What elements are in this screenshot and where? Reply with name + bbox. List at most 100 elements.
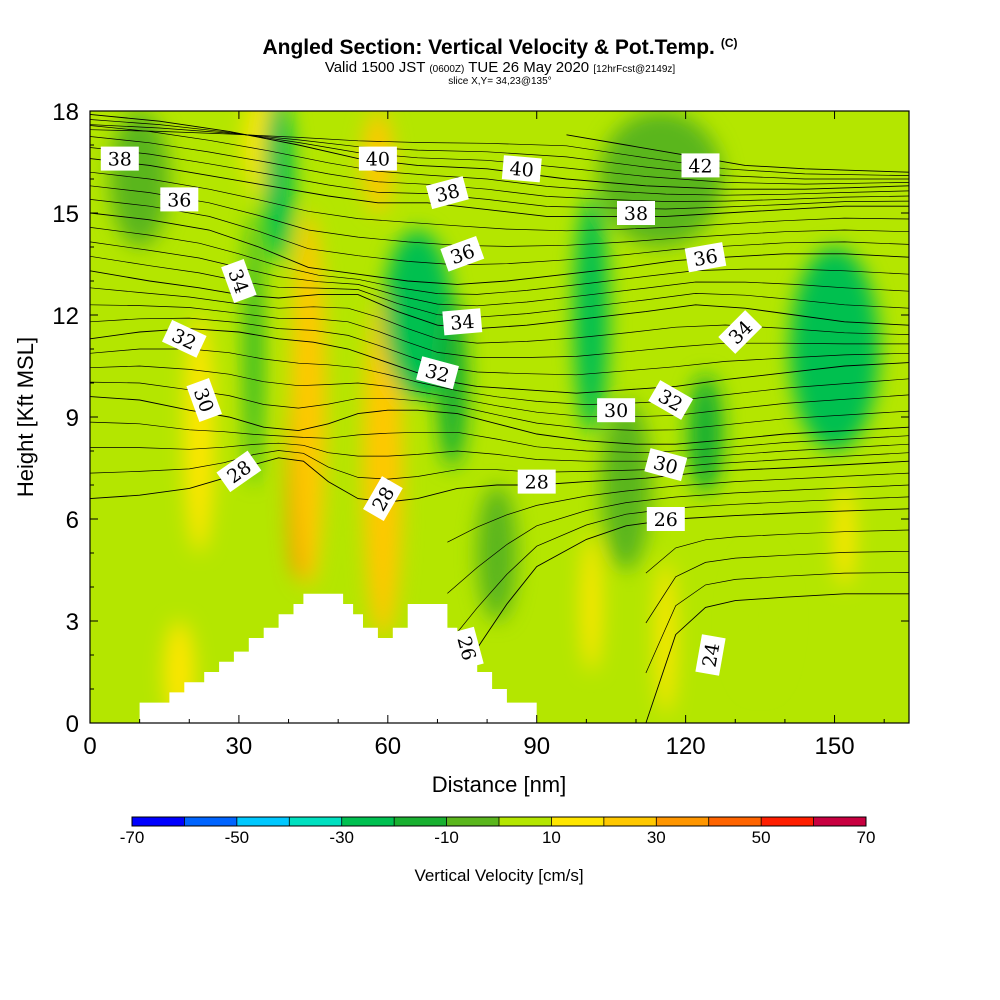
colorbar-bin — [184, 817, 237, 826]
colorbar: -70 -50 -30 -10 10 30 50 70 — [120, 816, 876, 847]
contour-label-30: 30 — [597, 398, 636, 423]
theta-contour-36 — [90, 212, 909, 285]
colorbar-tick-label: -70 — [120, 828, 145, 847]
theta-contour-minor — [90, 287, 909, 344]
contour-label-30: 30 — [644, 448, 688, 482]
contour-label-text: 38 — [108, 149, 132, 171]
contour-label-40: 40 — [358, 146, 397, 171]
y-axis-title: Height [Kft MSL] — [13, 337, 38, 497]
velocity-feature-16 — [598, 111, 723, 247]
x-tick-label: 150 — [815, 733, 855, 760]
colorbar-frame — [131, 816, 867, 827]
colorbar-tick-label: 30 — [647, 828, 666, 847]
colorbar-bin — [394, 817, 447, 826]
theta-contour-minor — [90, 227, 909, 295]
y-tick-label: 9 — [66, 405, 79, 432]
velocity-feature-6 — [184, 315, 215, 553]
colorbar-bin — [813, 817, 866, 826]
colorbar-bin — [708, 817, 762, 826]
terrain-mask — [90, 593, 909, 723]
velocity-feature-21 — [735, 553, 785, 689]
contour-label-text: 26 — [654, 509, 678, 531]
subtitle-valid: Valid 1500 JST — [324, 59, 426, 76]
x-tick-label: 120 — [666, 733, 706, 760]
velocity-feature-15 — [109, 111, 170, 247]
chart-title: Angled Section: Vertical Velocity & Pot.… — [0, 36, 1000, 60]
colorbar-bin — [551, 817, 604, 826]
velocity-feature-18 — [601, 400, 651, 570]
colorbar-tick-label: 70 — [857, 828, 876, 847]
theta-contour-minor — [90, 129, 909, 176]
contour-label-text: 38 — [624, 203, 648, 225]
y-tick-label: 0 — [66, 711, 79, 738]
contour-label-text: 36 — [167, 189, 191, 211]
contour-label-text: 34 — [449, 311, 475, 335]
velocity-feature-22 — [834, 485, 855, 587]
contour-label-36: 36 — [160, 187, 199, 212]
velocity-feature-3 — [363, 298, 403, 638]
contour-label-text: 40 — [366, 149, 390, 171]
colorbar-title: Vertical Velocity [cm/s] — [414, 866, 583, 885]
velocity-feature-19 — [581, 536, 602, 672]
colorbar-bin — [603, 817, 657, 826]
colorbar-tick-label: -30 — [329, 828, 354, 847]
theta-contour-minor — [447, 484, 909, 594]
theta-contour-minor — [90, 124, 909, 180]
theta-contour-minor — [90, 136, 909, 202]
theta-contour-40 — [90, 113, 909, 190]
contour-label-38: 38 — [617, 201, 655, 225]
theta-contour-minor — [90, 421, 909, 454]
theta-contour-minor — [645, 550, 909, 624]
colorbar-tick-label: 10 — [542, 828, 561, 847]
x-tick-label: 30 — [226, 733, 253, 760]
contour-label-text: 28 — [525, 472, 549, 494]
colorbar-bin — [289, 817, 342, 826]
subtitle-utc: (0600Z) — [429, 64, 465, 75]
y-axis: 0 36 9 12 15 18 — [52, 99, 909, 738]
colorbar-tick-label: -10 — [434, 828, 459, 847]
contour-label-text: 24 — [699, 641, 725, 669]
theta-contour-24 — [645, 593, 909, 723]
contour-label-text: 30 — [604, 400, 628, 422]
y-tick-label: 15 — [52, 201, 79, 228]
contour-label-text: 40 — [509, 158, 535, 182]
colorbar-bin — [656, 817, 709, 826]
contour-label-text: 42 — [688, 155, 712, 177]
theta-contour-26 — [447, 508, 909, 697]
contour-label-26: 26 — [646, 507, 685, 531]
colorbar-tick-label: 50 — [752, 828, 771, 847]
theta-contour-minor — [90, 381, 909, 431]
theta-contour-38 — [90, 158, 909, 217]
x-tick-label: 90 — [523, 733, 550, 760]
velocity-feature-13 — [688, 374, 723, 494]
y-tick-label: 18 — [52, 99, 79, 126]
theta-contour-minor — [645, 572, 909, 674]
slice-info: slice X,Y= 34,23@135° — [448, 76, 552, 87]
colorbar-bin — [446, 817, 499, 826]
velocity-feature-14 — [789, 247, 880, 451]
theta-contour-minor — [447, 496, 909, 645]
subtitle-forecast: [12hrFcst@2149z] — [593, 64, 676, 75]
colorbar-bin — [341, 817, 395, 826]
contour-label-36: 36 — [440, 236, 485, 272]
theta-contour-minor — [447, 472, 909, 543]
theta-contour-minor — [90, 199, 909, 266]
y-tick-label: 12 — [52, 303, 79, 330]
contour-label-28: 28 — [517, 469, 556, 494]
theta-contour-minor — [90, 185, 909, 247]
colorbar-bin — [236, 817, 290, 826]
x-tick-label: 0 — [83, 733, 96, 760]
velocity-feature-17 — [477, 485, 517, 621]
contour-label-text: 36 — [692, 245, 720, 271]
theta-contour-30 — [90, 396, 909, 445]
theta-contour-minor — [90, 147, 909, 210]
contour-label-40: 40 — [501, 155, 542, 183]
velocity-field — [109, 111, 880, 723]
title-mark: (C) — [720, 36, 738, 50]
contour-label-24: 24 — [695, 634, 726, 676]
y-tick-label: 6 — [66, 507, 79, 534]
contour-label-42: 42 — [681, 153, 720, 178]
contour-label-34: 34 — [442, 308, 483, 336]
theta-contour-minor — [645, 529, 909, 574]
theta-contour-minor — [90, 171, 909, 232]
